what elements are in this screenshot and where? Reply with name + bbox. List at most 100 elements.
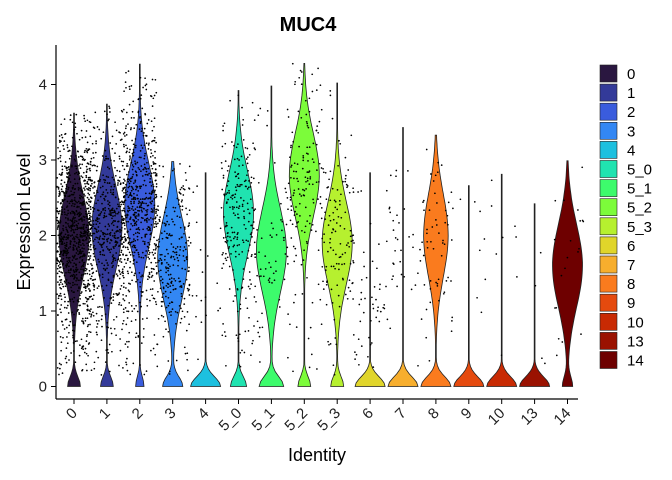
jitter-point: [85, 130, 88, 132]
jitter-point: [63, 293, 66, 296]
jitter-point: [329, 170, 332, 173]
jitter-point: [226, 224, 228, 227]
jitter-point: [143, 241, 146, 243]
jitter-point: [287, 116, 290, 118]
jitter-point: [126, 259, 129, 261]
jitter-point: [252, 227, 255, 230]
jitter-point: [237, 185, 239, 188]
jitter-point: [170, 256, 172, 259]
jitter-point: [165, 215, 168, 217]
jitter-point: [91, 164, 94, 167]
jitter-point: [154, 193, 157, 196]
jitter-point: [339, 142, 342, 145]
jitter-point: [90, 308, 92, 310]
jitter-point: [89, 220, 92, 222]
jitter-point: [125, 86, 127, 89]
jitter-point: [269, 266, 272, 269]
jitter-point: [122, 298, 125, 300]
jitter-point: [440, 164, 443, 166]
jitter-point: [150, 95, 153, 98]
jitter-point: [293, 177, 295, 180]
jitter-point: [450, 191, 453, 194]
jitter-point: [167, 274, 170, 276]
jitter-point: [58, 240, 61, 243]
jitter-point: [341, 253, 344, 256]
jitter-point: [238, 165, 240, 167]
jitter-point: [273, 279, 276, 282]
jitter-point: [126, 357, 128, 360]
jitter-point: [278, 298, 281, 301]
jitter-point: [234, 193, 237, 196]
jitter-point: [165, 295, 167, 298]
jitter-point: [99, 235, 102, 238]
jitter-point: [150, 172, 153, 175]
x-tick-label-2: 2: [129, 405, 147, 423]
jitter-point: [69, 114, 72, 116]
jitter-point: [96, 217, 99, 220]
jitter-point: [295, 170, 298, 173]
jitter-point: [95, 219, 97, 222]
jitter-point: [140, 185, 143, 188]
jitter-point: [133, 238, 135, 240]
jitter-point: [217, 309, 219, 312]
jitter-point: [118, 244, 121, 247]
jitter-point: [112, 193, 115, 196]
jitter-point: [286, 255, 289, 258]
jitter-point: [60, 123, 63, 126]
legend-swatch-4: [599, 141, 618, 159]
jitter-point: [185, 258, 188, 261]
jitter-point: [186, 287, 189, 290]
jitter-point: [447, 223, 449, 226]
jitter-point: [299, 69, 302, 72]
jitter-point: [116, 275, 119, 277]
jitter-point: [87, 298, 90, 300]
jitter-point: [97, 241, 100, 244]
jitter-point: [388, 206, 391, 209]
jitter-point: [128, 340, 130, 343]
jitter-point: [309, 176, 312, 178]
jitter-point: [339, 256, 342, 258]
jitter-point: [73, 217, 75, 220]
jitter-point: [123, 224, 126, 227]
jitter-point: [320, 217, 323, 220]
jitter-point: [64, 132, 67, 135]
jitter-point: [153, 207, 156, 209]
jitter-point: [419, 248, 421, 251]
jitter-point: [188, 222, 191, 224]
jitter-point: [114, 214, 116, 217]
jitter-point: [137, 253, 140, 256]
jitter-point: [70, 227, 73, 230]
legend-swatch-5_2: [599, 198, 618, 216]
jitter-point: [155, 173, 158, 176]
jitter-point: [81, 236, 83, 238]
jitter-point: [153, 243, 156, 245]
jitter-point: [180, 292, 183, 295]
jitter-point: [305, 180, 307, 183]
jitter-point: [360, 190, 363, 192]
jitter-point: [124, 307, 127, 309]
jitter-point: [534, 284, 537, 287]
jitter-point: [83, 187, 85, 189]
jitter-point: [113, 234, 116, 237]
jitter-point: [71, 234, 74, 236]
jitter-point: [136, 161, 139, 164]
jitter-point: [479, 210, 481, 213]
jitter-point: [301, 229, 303, 232]
jitter-point: [58, 261, 61, 264]
jitter-point: [96, 191, 99, 194]
jitter-point: [249, 279, 251, 281]
jitter-point: [222, 252, 224, 254]
jitter-point: [128, 237, 131, 240]
jitter-point: [179, 188, 182, 191]
jitter-point: [237, 213, 239, 216]
jitter-point: [77, 253, 80, 256]
jitter-point: [302, 259, 305, 261]
jitter-point: [237, 232, 239, 234]
jitter-point: [195, 294, 198, 297]
jitter-point: [101, 231, 104, 234]
jitter-point: [248, 316, 250, 319]
jitter-point: [294, 80, 297, 83]
jitter-point: [272, 272, 275, 275]
jitter-point: [180, 317, 183, 320]
jitter-point: [138, 156, 141, 159]
